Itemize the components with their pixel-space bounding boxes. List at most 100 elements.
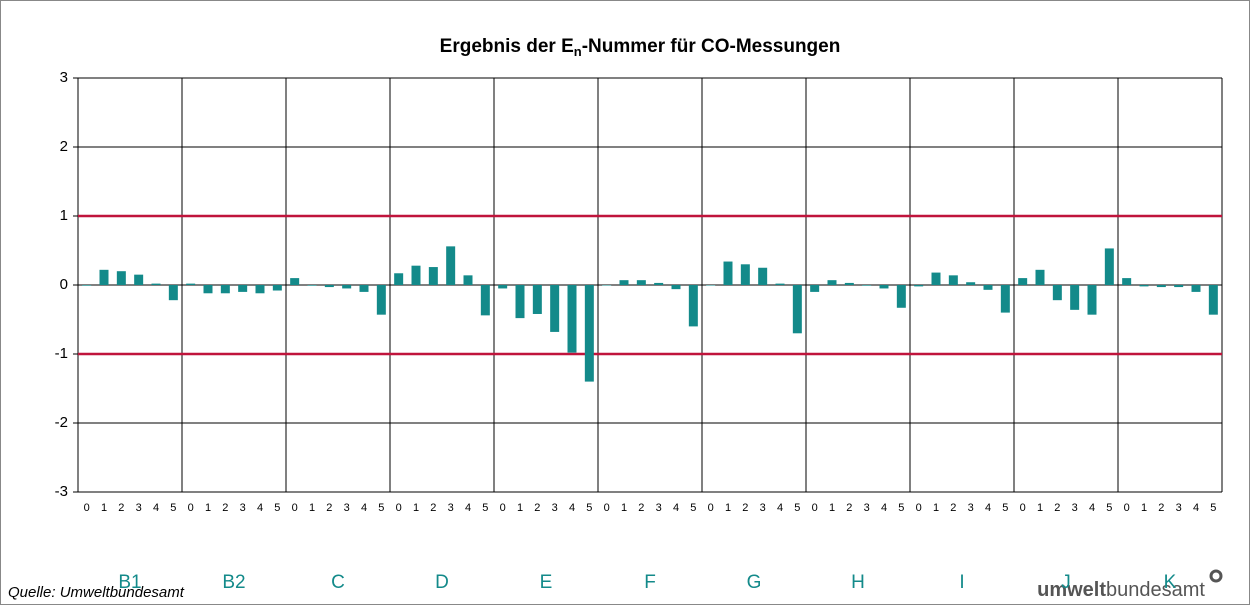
- x-tick-label: 5: [898, 502, 904, 514]
- bar: [966, 282, 976, 285]
- bar: [1139, 285, 1149, 287]
- bar: [862, 285, 872, 286]
- x-tick-label: 1: [933, 502, 939, 514]
- bar: [238, 285, 248, 292]
- x-group-label: K: [1164, 572, 1177, 593]
- bar: [671, 285, 681, 290]
- bar: [272, 285, 282, 291]
- bar: [1104, 248, 1114, 285]
- bar: [723, 261, 733, 285]
- x-tick-label: 3: [448, 502, 454, 514]
- bar: [515, 285, 525, 319]
- x-tick-label: 2: [1158, 502, 1164, 514]
- bar: [1174, 285, 1184, 288]
- bar: [602, 285, 612, 286]
- x-tick-label: 4: [985, 502, 991, 514]
- x-tick-label: 2: [326, 502, 332, 514]
- bar: [324, 285, 334, 288]
- x-group-label: J: [1061, 572, 1071, 593]
- bar: [636, 280, 646, 285]
- logo-icon: [1209, 569, 1223, 583]
- x-tick-label: 4: [881, 502, 887, 514]
- bar: [550, 285, 560, 332]
- title-part: -Nummer für CO-Messungen: [582, 36, 841, 57]
- bar: [792, 285, 802, 334]
- x-tick-label: 2: [950, 502, 956, 514]
- bar: [255, 285, 265, 294]
- x-tick-label: 4: [777, 502, 783, 514]
- bar: [879, 285, 889, 289]
- x-tick-label: 5: [170, 502, 176, 514]
- x-tick-label: 4: [673, 502, 679, 514]
- bar: [567, 285, 577, 353]
- x-tick-label: 1: [1037, 502, 1043, 514]
- x-group-label: B1: [118, 572, 141, 593]
- bar: [1000, 285, 1010, 313]
- bar: [1070, 285, 1080, 310]
- bar: [914, 285, 924, 287]
- title-subscript: n: [574, 44, 582, 59]
- x-tick-label: 0: [708, 502, 714, 514]
- x-tick-label: 3: [760, 502, 766, 514]
- x-tick-label: 5: [1106, 502, 1112, 514]
- bar: [1122, 278, 1132, 285]
- x-tick-label: 0: [1020, 502, 1026, 514]
- bar: [1208, 285, 1218, 315]
- bar: [706, 285, 716, 286]
- bar: [688, 285, 698, 327]
- x-tick-label: 0: [292, 502, 298, 514]
- x-tick-label: 2: [430, 502, 436, 514]
- x-tick-label: 0: [1124, 502, 1130, 514]
- bar: [1156, 285, 1166, 288]
- bar: [151, 283, 161, 285]
- x-group-label: H: [851, 572, 865, 593]
- bar: [896, 285, 906, 308]
- y-tick-label: 0: [60, 276, 68, 293]
- x-tick-label: 2: [846, 502, 852, 514]
- bar: [619, 280, 629, 285]
- x-tick-label: 4: [361, 502, 367, 514]
- x-tick-label: 0: [84, 502, 90, 514]
- x-tick-label: 0: [396, 502, 402, 514]
- x-group-label: F: [644, 572, 656, 593]
- y-tick-label: -3: [55, 483, 68, 500]
- x-tick-label: 3: [136, 502, 142, 514]
- bar: [775, 283, 785, 285]
- bar: [134, 274, 144, 285]
- chart-title: Ergebnis der En-Nummer für CO-Messungen: [440, 36, 841, 59]
- x-tick-label: 5: [378, 502, 384, 514]
- x-tick-label: 5: [1210, 502, 1216, 514]
- x-tick-label: 2: [222, 502, 228, 514]
- x-tick-label: 5: [690, 502, 696, 514]
- bar: [758, 267, 768, 285]
- x-tick-label: 5: [794, 502, 800, 514]
- bar: [654, 282, 664, 285]
- x-tick-label: 2: [742, 502, 748, 514]
- x-tick-label: 3: [552, 502, 558, 514]
- bar: [1018, 278, 1028, 285]
- bar: [307, 285, 317, 286]
- x-tick-label: 2: [1054, 502, 1060, 514]
- x-tick-label: 0: [188, 502, 194, 514]
- bar: [290, 278, 300, 285]
- bar: [411, 265, 421, 285]
- source: Quelle: Umweltbundesamt: [8, 584, 185, 601]
- bar: [827, 280, 837, 285]
- x-tick-label: 3: [864, 502, 870, 514]
- x-group-label: D: [435, 572, 449, 593]
- x-tick-label: 3: [344, 502, 350, 514]
- bar: [740, 264, 750, 285]
- bar: [203, 285, 213, 294]
- bar: [1035, 269, 1045, 285]
- x-tick-label: 0: [604, 502, 610, 514]
- title-part: Ergebnis der E: [440, 36, 574, 57]
- x-tick-label: 3: [1176, 502, 1182, 514]
- logo-part: bundesamt: [1106, 579, 1205, 601]
- x-tick-label: 3: [240, 502, 246, 514]
- bar: [532, 285, 542, 314]
- bar: [186, 283, 196, 285]
- x-tick-label: 5: [482, 502, 488, 514]
- bar: [463, 275, 473, 285]
